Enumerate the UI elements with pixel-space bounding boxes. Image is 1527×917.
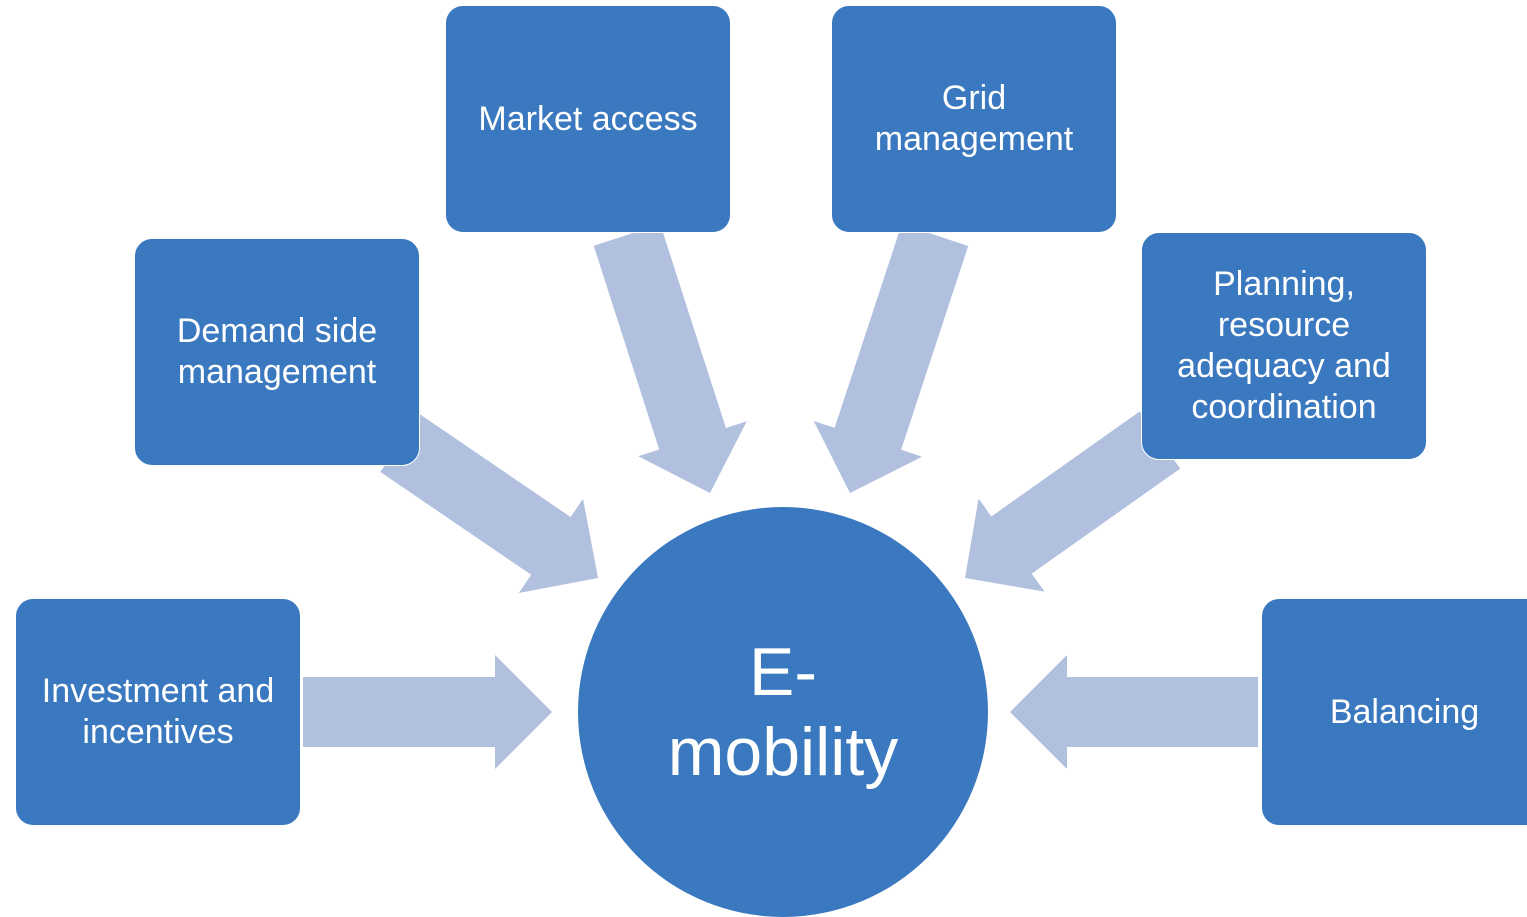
node-label: Investment and incentives bbox=[41, 672, 275, 751]
node-label: Demand side management bbox=[176, 312, 378, 391]
arrow bbox=[380, 414, 598, 593]
node-box: Balancing bbox=[1261, 598, 1527, 826]
arrow bbox=[593, 224, 747, 494]
arrow bbox=[813, 224, 969, 493]
node-box: Demand side management bbox=[134, 238, 420, 466]
node-label: Market access bbox=[478, 99, 698, 138]
node-box: Market access bbox=[445, 5, 731, 233]
arrow bbox=[1010, 655, 1258, 769]
node-box: Planning, resource adequacy and coordina… bbox=[1141, 232, 1427, 460]
node-box: Grid management bbox=[831, 5, 1117, 233]
arrow bbox=[303, 655, 552, 769]
node-label: Balancing bbox=[1329, 692, 1480, 731]
arrow bbox=[965, 411, 1181, 592]
node-label: Planning, resource adequacy and coordina… bbox=[1177, 265, 1391, 426]
center-circle: E-mobility bbox=[578, 507, 988, 917]
center-label: E-mobility bbox=[667, 634, 899, 790]
node-label: Grid management bbox=[874, 79, 1074, 158]
node-box: Investment and incentives bbox=[15, 598, 301, 826]
